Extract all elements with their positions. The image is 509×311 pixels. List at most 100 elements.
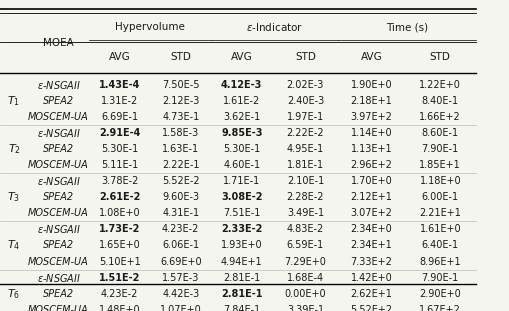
Text: 8.96E+1: 8.96E+1	[419, 257, 461, 267]
Text: STD: STD	[170, 53, 191, 63]
Text: 1.66E+2: 1.66E+2	[419, 112, 461, 122]
Text: $\varepsilon$-NSGAII: $\varepsilon$-NSGAII	[37, 127, 80, 139]
Text: MOSCEM-UA: MOSCEM-UA	[28, 112, 89, 122]
Text: 7.90E-1: 7.90E-1	[421, 144, 459, 154]
Text: 6.40E-1: 6.40E-1	[422, 240, 459, 250]
Text: 2.96E+2: 2.96E+2	[351, 160, 392, 170]
Text: 9.85E-3: 9.85E-3	[221, 128, 263, 138]
Text: 3.78E-2: 3.78E-2	[101, 176, 138, 186]
Text: 7.84E-1: 7.84E-1	[223, 305, 261, 311]
Text: 2.28E-2: 2.28E-2	[287, 192, 324, 202]
Text: STD: STD	[430, 53, 451, 63]
Text: 1.63E-1: 1.63E-1	[162, 144, 199, 154]
Text: $T_6$: $T_6$	[8, 287, 20, 301]
Text: 2.90E+0: 2.90E+0	[419, 289, 461, 299]
Text: 8.60E-1: 8.60E-1	[422, 128, 459, 138]
Text: 2.02E-3: 2.02E-3	[287, 80, 324, 90]
Text: 6.00E-1: 6.00E-1	[422, 192, 459, 202]
Text: MOEA: MOEA	[43, 38, 74, 48]
Text: 2.81E-1: 2.81E-1	[221, 289, 263, 299]
Text: 1.68E-4: 1.68E-4	[287, 273, 324, 283]
Text: 1.70E+0: 1.70E+0	[351, 176, 392, 186]
Text: 1.65E+0: 1.65E+0	[99, 240, 140, 250]
Text: 1.51E-2: 1.51E-2	[99, 273, 140, 283]
Text: $\varepsilon$-NSGAII: $\varepsilon$-NSGAII	[37, 175, 80, 187]
Text: 1.57E-3: 1.57E-3	[162, 273, 200, 283]
Text: SPEA2: SPEA2	[43, 192, 74, 202]
Text: SPEA2: SPEA2	[43, 96, 74, 106]
Text: 1.93E+0: 1.93E+0	[221, 240, 263, 250]
Text: 2.40E-3: 2.40E-3	[287, 96, 324, 106]
Text: AVG: AVG	[109, 53, 130, 63]
Text: MOSCEM-UA: MOSCEM-UA	[28, 257, 89, 267]
Text: 2.81E-1: 2.81E-1	[223, 273, 261, 283]
Text: 5.11E-1: 5.11E-1	[101, 160, 138, 170]
Text: 6.69E-1: 6.69E-1	[101, 112, 138, 122]
Text: 4.23E-2: 4.23E-2	[101, 289, 138, 299]
Text: 1.90E+0: 1.90E+0	[351, 80, 392, 90]
Text: 6.06E-1: 6.06E-1	[162, 240, 199, 250]
Text: 1.58E-3: 1.58E-3	[162, 128, 200, 138]
Text: 4.60E-1: 4.60E-1	[223, 160, 260, 170]
Text: $\varepsilon$-NSGAII: $\varepsilon$-NSGAII	[37, 79, 80, 91]
Text: 1.97E-1: 1.97E-1	[287, 112, 324, 122]
Text: 1.43E-4: 1.43E-4	[99, 80, 140, 90]
Text: 6.59E-1: 6.59E-1	[287, 240, 324, 250]
Text: 5.30E-1: 5.30E-1	[223, 144, 261, 154]
Text: Time (s): Time (s)	[386, 22, 428, 32]
Text: 1.85E+1: 1.85E+1	[419, 160, 461, 170]
Text: 1.14E+0: 1.14E+0	[351, 128, 392, 138]
Text: 3.08E-2: 3.08E-2	[221, 192, 263, 202]
Text: MOSCEM-UA: MOSCEM-UA	[28, 160, 89, 170]
Text: 3.62E-1: 3.62E-1	[223, 112, 261, 122]
Text: 3.49E-1: 3.49E-1	[287, 208, 324, 218]
Text: 3.39E-1: 3.39E-1	[287, 305, 324, 311]
Text: $T_1$: $T_1$	[8, 94, 20, 108]
Text: 5.10E+1: 5.10E+1	[99, 257, 140, 267]
Text: 2.22E-1: 2.22E-1	[162, 160, 200, 170]
Text: 7.51E-1: 7.51E-1	[223, 208, 261, 218]
Text: 7.50E-5: 7.50E-5	[162, 80, 200, 90]
Text: Hypervolume: Hypervolume	[115, 22, 185, 32]
Text: 4.31E-1: 4.31E-1	[162, 208, 199, 218]
Text: $\varepsilon$-NSGAII: $\varepsilon$-NSGAII	[37, 272, 80, 284]
Text: MOSCEM-UA: MOSCEM-UA	[28, 208, 89, 218]
Text: 1.31E-2: 1.31E-2	[101, 96, 138, 106]
Text: SPEA2: SPEA2	[43, 144, 74, 154]
Text: 7.29E+0: 7.29E+0	[285, 257, 326, 267]
Text: 2.34E+0: 2.34E+0	[351, 224, 392, 234]
Text: 1.13E+1: 1.13E+1	[351, 144, 392, 154]
Text: $T_2$: $T_2$	[8, 142, 20, 156]
Text: 4.94E+1: 4.94E+1	[221, 257, 263, 267]
Text: 1.67E+2: 1.67E+2	[419, 305, 461, 311]
Text: 4.23E-2: 4.23E-2	[162, 224, 200, 234]
Text: SPEA2: SPEA2	[43, 289, 74, 299]
Text: 5.52E+2: 5.52E+2	[351, 305, 392, 311]
Text: 2.22E-2: 2.22E-2	[287, 128, 324, 138]
Text: STD: STD	[295, 53, 316, 63]
Text: 2.12E+1: 2.12E+1	[351, 192, 392, 202]
Text: 1.71E-1: 1.71E-1	[223, 176, 261, 186]
Text: $T_3$: $T_3$	[8, 190, 20, 204]
Text: MOSCEM-UA: MOSCEM-UA	[28, 305, 89, 311]
Text: 2.21E+1: 2.21E+1	[419, 208, 461, 218]
Text: 2.12E-3: 2.12E-3	[162, 96, 200, 106]
Text: 5.30E-1: 5.30E-1	[101, 144, 138, 154]
Text: 4.42E-3: 4.42E-3	[162, 289, 200, 299]
Text: 1.08E+0: 1.08E+0	[99, 208, 140, 218]
Text: 1.81E-1: 1.81E-1	[287, 160, 324, 170]
Text: 1.22E+0: 1.22E+0	[419, 80, 461, 90]
Text: 0.00E+0: 0.00E+0	[285, 289, 326, 299]
Text: $T_4$: $T_4$	[7, 239, 21, 252]
Text: 4.73E-1: 4.73E-1	[162, 112, 200, 122]
Text: 9.60E-3: 9.60E-3	[162, 192, 199, 202]
Text: 7.90E-1: 7.90E-1	[421, 273, 459, 283]
Text: 7.33E+2: 7.33E+2	[351, 257, 392, 267]
Text: AVG: AVG	[231, 53, 252, 63]
Text: 1.48E+0: 1.48E+0	[99, 305, 140, 311]
Text: 1.42E+0: 1.42E+0	[351, 273, 392, 283]
Text: 4.83E-2: 4.83E-2	[287, 224, 324, 234]
Text: 4.12E-3: 4.12E-3	[221, 80, 263, 90]
Text: 2.34E+1: 2.34E+1	[351, 240, 392, 250]
Text: 1.73E-2: 1.73E-2	[99, 224, 140, 234]
